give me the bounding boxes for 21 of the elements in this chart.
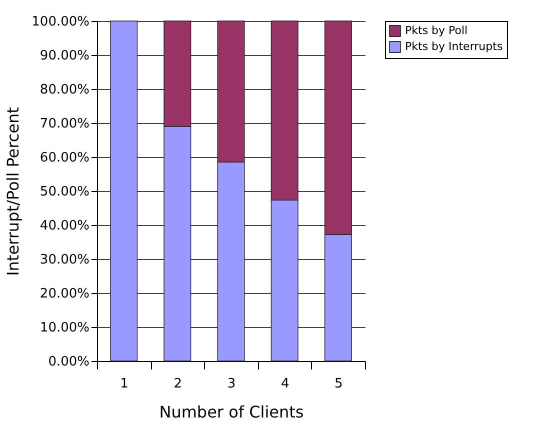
x-axis-title: Number of Clients xyxy=(159,402,304,422)
y-tick-label: 40.00% xyxy=(40,218,90,234)
y-tick-label: 0.00% xyxy=(48,354,90,370)
x-tick-label: 4 xyxy=(280,376,290,392)
y-tick-label: 100.00% xyxy=(32,14,90,30)
x-tick-label: 3 xyxy=(227,376,236,392)
x-tick-label: 1 xyxy=(120,376,128,392)
legend-label: Pkts by Poll xyxy=(405,24,468,37)
y-tick-label: 50.00% xyxy=(40,184,90,200)
y-tick-label: 90.00% xyxy=(40,48,90,64)
y-tick-label: 70.00% xyxy=(40,116,90,132)
y-tick-label: 20.00% xyxy=(40,286,90,302)
x-tick-label: 5 xyxy=(334,376,343,392)
y-tick-label: 80.00% xyxy=(40,82,90,98)
y-axis-title: Interrupt/Poll Percent xyxy=(4,107,23,276)
x-tick-label: 2 xyxy=(174,376,182,392)
y-tick-label: 30.00% xyxy=(40,252,90,268)
bar xyxy=(110,20,138,362)
legend-label: Pkts by Interrupts xyxy=(405,40,503,53)
y-tick-label: 10.00% xyxy=(40,320,90,336)
y-tick-label: 60.00% xyxy=(40,150,90,166)
